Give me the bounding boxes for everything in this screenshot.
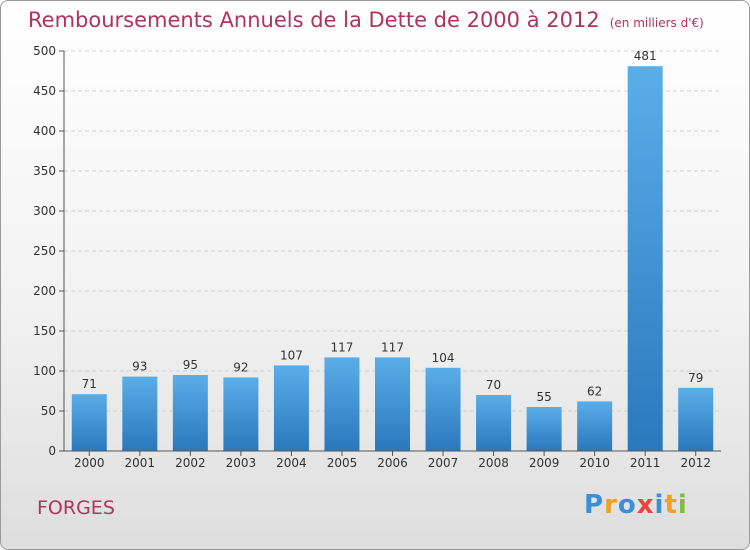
data-label: 104 <box>432 351 455 365</box>
bar <box>678 387 714 451</box>
data-label: 79 <box>688 371 703 385</box>
bar <box>476 395 512 451</box>
bar <box>71 394 107 451</box>
data-label: 117 <box>381 340 404 354</box>
chart-title: Remboursements Annuels de la Dette de 20… <box>28 8 704 32</box>
data-label: 95 <box>183 358 198 372</box>
data-label: 55 <box>536 390 551 404</box>
bar <box>425 367 461 451</box>
y-tick-label: 450 <box>33 84 56 98</box>
logo-letter: t <box>664 490 678 520</box>
bar <box>577 401 613 451</box>
bar <box>273 365 309 451</box>
bar <box>627 66 663 451</box>
y-tick-label: 100 <box>33 364 56 378</box>
x-tick-label: 2010 <box>579 456 610 470</box>
x-tick-label: 2002 <box>175 456 206 470</box>
proxiti-logo: Proxiti <box>584 490 688 520</box>
bar <box>526 407 562 451</box>
x-tick-label: 2007 <box>428 456 459 470</box>
data-label: 93 <box>132 360 147 374</box>
y-tick-label: 300 <box>33 204 56 218</box>
x-tick-label: 2011 <box>630 456 661 470</box>
axes: 0 50 100 150 200 250 300 350 400 450 500 2000 2001 20… <box>33 44 721 470</box>
y-tick-label: 500 <box>33 44 56 58</box>
x-tick-label: 2008 <box>478 456 509 470</box>
x-tick-label: 2004 <box>276 456 307 470</box>
chart-title-text: Remboursements Annuels de la Dette de 20… <box>28 8 600 32</box>
data-label: 62 <box>587 384 602 398</box>
x-tick-label: 2012 <box>680 456 711 470</box>
bar <box>172 375 208 451</box>
y-tick-label: 50 <box>41 404 56 418</box>
y-tick-label: 0 <box>48 444 56 458</box>
logo-letter: i <box>654 490 665 520</box>
y-tick-label: 150 <box>33 324 56 338</box>
data-label: 70 <box>486 378 501 392</box>
chart-subtitle: (en milliers d'€) <box>609 16 704 30</box>
bar <box>324 357 360 451</box>
x-tick-label: 2000 <box>74 456 105 470</box>
y-tick-label: 200 <box>33 284 56 298</box>
bar <box>122 376 158 451</box>
logo-letter: o <box>617 490 637 520</box>
x-tick-label: 2006 <box>377 456 408 470</box>
logo-letter: x <box>636 490 655 520</box>
logo-letter: r <box>604 490 618 520</box>
bar <box>375 357 410 451</box>
data-labels: 71 93 95 92 107 117 117 104 70 55 62 481 79 <box>82 49 704 404</box>
gridlines <box>64 50 721 412</box>
y-tick-label: 400 <box>33 124 56 138</box>
x-tick-label: 2009 <box>529 456 560 470</box>
data-label: 71 <box>82 377 97 391</box>
data-label: 92 <box>233 360 248 374</box>
bars <box>71 66 714 451</box>
x-tick-label: 2001 <box>125 456 156 470</box>
logo-letter: i <box>677 490 688 520</box>
data-label: 117 <box>331 340 354 354</box>
commune-name: FORGES <box>37 497 115 519</box>
y-tick-label: 250 <box>33 244 56 258</box>
logo-letter: P <box>584 490 605 520</box>
bar <box>223 377 259 451</box>
data-label: 107 <box>280 348 303 362</box>
x-tick-label: 2003 <box>226 456 257 470</box>
y-tick-label: 350 <box>33 164 56 178</box>
x-tick-label: 2005 <box>327 456 358 470</box>
data-label: 481 <box>634 49 657 63</box>
